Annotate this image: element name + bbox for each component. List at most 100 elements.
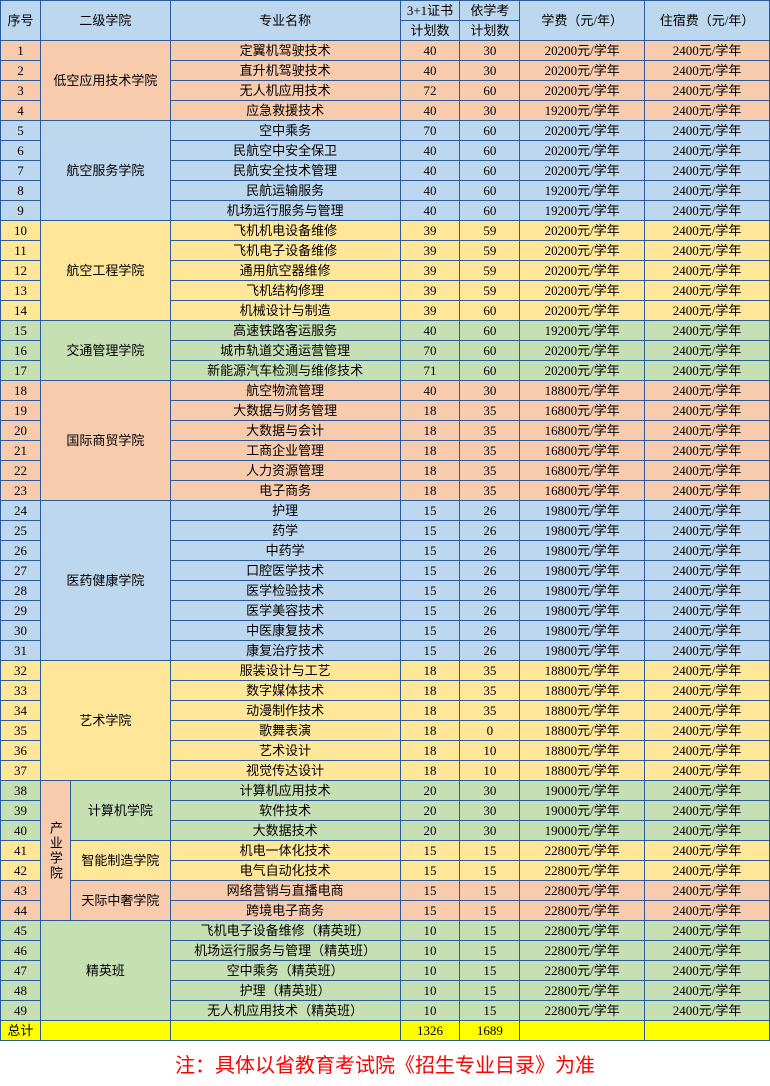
tuition-cell: 19200元/学年 <box>520 181 645 201</box>
tuition-cell: 19800元/学年 <box>520 541 645 561</box>
major-cell: 药学 <box>170 521 400 541</box>
table-row: 24医药健康学院护理152619800元/学年2400元/学年 <box>1 501 770 521</box>
major-cell: 数字媒体技术 <box>170 681 400 701</box>
dorm-cell: 2400元/学年 <box>645 301 770 321</box>
tuition-cell: 20200元/学年 <box>520 281 645 301</box>
table-row: 10航空工程学院飞机机电设备维修395920200元/学年2400元/学年 <box>1 221 770 241</box>
plan3-cell: 20 <box>400 821 460 841</box>
plan3-cell: 15 <box>400 901 460 921</box>
planY-cell: 35 <box>460 461 520 481</box>
table-row: 38产业学院计算机学院计算机应用技术203019000元/学年2400元/学年 <box>1 781 770 801</box>
plan3-cell: 18 <box>400 461 460 481</box>
dorm-cell: 2400元/学年 <box>645 541 770 561</box>
dorm-cell: 2400元/学年 <box>645 561 770 581</box>
major-cell: 护理 <box>170 501 400 521</box>
major-cell: 应急救援技术 <box>170 101 400 121</box>
dorm-cell: 2400元/学年 <box>645 101 770 121</box>
footer-note: 注：具体以省教育考试院《招生专业目录》为准 <box>0 1041 770 1086</box>
major-cell: 大数据技术 <box>170 821 400 841</box>
idx-cell: 22 <box>1 461 41 481</box>
planY-cell: 0 <box>460 721 520 741</box>
planY-cell: 35 <box>460 681 520 701</box>
planY-cell: 30 <box>460 801 520 821</box>
plan3-cell: 40 <box>400 61 460 81</box>
tuition-cell: 16800元/学年 <box>520 441 645 461</box>
planY-cell: 26 <box>460 621 520 641</box>
planY-cell: 35 <box>460 401 520 421</box>
plan3-cell: 70 <box>400 121 460 141</box>
idx-cell: 26 <box>1 541 41 561</box>
major-cell: 网络营销与直播电商 <box>170 881 400 901</box>
idx-cell: 29 <box>1 601 41 621</box>
major-cell: 中药学 <box>170 541 400 561</box>
idx-cell: 18 <box>1 381 41 401</box>
cell <box>170 1021 400 1041</box>
plan3-cell: 10 <box>400 961 460 981</box>
idx-cell: 20 <box>1 421 41 441</box>
dorm-cell: 2400元/学年 <box>645 181 770 201</box>
plan3-cell: 40 <box>400 381 460 401</box>
dorm-cell: 2400元/学年 <box>645 441 770 461</box>
tuition-cell: 20200元/学年 <box>520 221 645 241</box>
tuition-cell: 19000元/学年 <box>520 781 645 801</box>
major-cell: 艺术设计 <box>170 741 400 761</box>
plan3-cell: 18 <box>400 761 460 781</box>
college-cell: 航空服务学院 <box>40 121 170 221</box>
sub-college-cell: 计算机学院 <box>70 781 170 841</box>
plan3-cell: 10 <box>400 1001 460 1021</box>
tuition-cell: 19200元/学年 <box>520 101 645 121</box>
table-row: 18国际商贸学院航空物流管理403018800元/学年2400元/学年 <box>1 381 770 401</box>
idx-cell: 37 <box>1 761 41 781</box>
tuition-cell: 18800元/学年 <box>520 661 645 681</box>
plan3-cell: 39 <box>400 281 460 301</box>
tuition-cell: 18800元/学年 <box>520 721 645 741</box>
major-cell: 城市轨道交通运营管理 <box>170 341 400 361</box>
tuition-cell: 19200元/学年 <box>520 201 645 221</box>
planY-cell: 60 <box>460 361 520 381</box>
planY-cell: 35 <box>460 481 520 501</box>
dorm-cell: 2400元/学年 <box>645 981 770 1001</box>
major-cell: 新能源汽车检测与维修技术 <box>170 361 400 381</box>
major-cell: 服装设计与工艺 <box>170 661 400 681</box>
dorm-cell: 2400元/学年 <box>645 81 770 101</box>
major-cell: 计算机应用技术 <box>170 781 400 801</box>
idx-cell: 38 <box>1 781 41 801</box>
tuition-cell: 16800元/学年 <box>520 421 645 441</box>
college-cell: 艺术学院 <box>40 661 170 781</box>
dorm-cell: 2400元/学年 <box>645 61 770 81</box>
cell <box>645 1021 770 1041</box>
idx-cell: 30 <box>1 621 41 641</box>
planY-cell: 15 <box>460 881 520 901</box>
college-cell: 国际商贸学院 <box>40 381 170 501</box>
plan3-cell: 18 <box>400 401 460 421</box>
idx-cell: 8 <box>1 181 41 201</box>
dorm-cell: 2400元/学年 <box>645 781 770 801</box>
planY-cell: 30 <box>460 821 520 841</box>
major-cell: 机械设计与制造 <box>170 301 400 321</box>
dorm-cell: 2400元/学年 <box>645 821 770 841</box>
tuition-cell: 19800元/学年 <box>520 621 645 641</box>
idx-cell: 35 <box>1 721 41 741</box>
planY-cell: 59 <box>460 261 520 281</box>
cell <box>40 1021 170 1041</box>
planY-cell: 15 <box>460 921 520 941</box>
tuition-cell: 18800元/学年 <box>520 681 645 701</box>
major-cell: 工商企业管理 <box>170 441 400 461</box>
header-cell: 学费（元/年） <box>520 1 645 41</box>
dorm-cell: 2400元/学年 <box>645 221 770 241</box>
planY-cell: 60 <box>460 341 520 361</box>
header-cell: 3+1证书 <box>400 1 460 21</box>
tuition-cell: 19800元/学年 <box>520 521 645 541</box>
plan3-cell: 39 <box>400 261 460 281</box>
plan3-cell: 15 <box>400 601 460 621</box>
dorm-cell: 2400元/学年 <box>645 361 770 381</box>
planY-cell: 60 <box>460 121 520 141</box>
plan3-cell: 18 <box>400 681 460 701</box>
major-cell: 医学美容技术 <box>170 601 400 621</box>
header-cell: 依学考 <box>460 1 520 21</box>
plan3-cell: 15 <box>400 881 460 901</box>
total-p3: 1326 <box>400 1021 460 1041</box>
major-cell: 直升机驾驶技术 <box>170 61 400 81</box>
major-cell: 飞机电子设备维修（精英班） <box>170 921 400 941</box>
major-cell: 中医康复技术 <box>170 621 400 641</box>
